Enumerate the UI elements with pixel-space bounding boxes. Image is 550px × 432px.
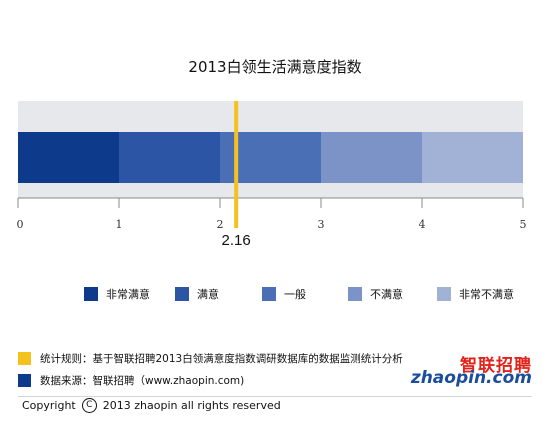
band-2 xyxy=(119,132,220,183)
logo-chinese: 智联招聘 xyxy=(460,356,532,376)
index-marker-label: 2.16 xyxy=(222,232,251,249)
legend-item-very-dissatisfied: 非常不满意 xyxy=(437,286,514,302)
legend-item-satisfied: 满意 xyxy=(175,286,219,302)
x-tick-label: 3 xyxy=(318,218,325,231)
band-4 xyxy=(321,132,422,183)
satisfaction-index-chart: 0 1 2 3 4 5 2.16 xyxy=(17,101,527,249)
band-5 xyxy=(422,132,523,183)
copyright-prefix: Copyright xyxy=(22,399,76,412)
legend-swatch xyxy=(437,287,451,301)
legend-swatch xyxy=(348,287,362,301)
x-tick-label: 2 xyxy=(217,218,224,231)
chart-legend: 非常满意 满意 一般 不满意 非常不满意 xyxy=(0,286,550,306)
copyright-icon: C xyxy=(81,398,97,413)
index-marker xyxy=(234,101,239,228)
x-tick-label: 5 xyxy=(520,218,527,231)
data-source-note: 数据来源：智联招聘（www.zhaopin.com) xyxy=(18,373,244,388)
note-swatch-yellow xyxy=(18,352,31,365)
legend-label: 满意 xyxy=(197,288,219,301)
legend-label: 非常不满意 xyxy=(459,288,514,301)
band-1 xyxy=(18,132,119,183)
note-text: 数据来源：智联招聘（www.zhaopin.com) xyxy=(40,375,245,387)
legend-label: 一般 xyxy=(284,288,306,301)
x-tick-label: 1 xyxy=(116,218,123,231)
copyright-line: Copyright C 2013 zhaopin all rights rese… xyxy=(22,398,281,413)
footer-divider xyxy=(18,396,532,397)
x-tick-label: 0 xyxy=(17,218,24,231)
zhaopin-logo: 智联招聘 zhaopin.com xyxy=(411,351,532,389)
note-text: 统计规则：基于智联招聘2013白领满意度指数调研数据库的数据监测统计分析 xyxy=(40,353,403,365)
note-swatch-blue xyxy=(18,374,31,387)
legend-swatch xyxy=(175,287,189,301)
legend-label: 非常满意 xyxy=(106,288,150,301)
legend-item-dissatisfied: 不满意 xyxy=(348,286,403,302)
legend-item-neutral: 一般 xyxy=(262,286,306,302)
x-tick-label: 4 xyxy=(419,218,426,231)
legend-item-very-satisfied: 非常满意 xyxy=(84,286,150,302)
legend-swatch xyxy=(262,287,276,301)
legend-label: 不满意 xyxy=(370,288,403,301)
logo-english: zhaopin.com xyxy=(410,368,532,388)
chart-title: 2013白领生活满意度指数 xyxy=(188,58,362,76)
legend-swatch xyxy=(84,287,98,301)
copyright-text: 2013 zhaopin all rights reserved xyxy=(102,399,281,412)
statistics-rule-note: 统计规则：基于智联招聘2013白领满意度指数调研数据库的数据监测统计分析 xyxy=(18,351,403,366)
